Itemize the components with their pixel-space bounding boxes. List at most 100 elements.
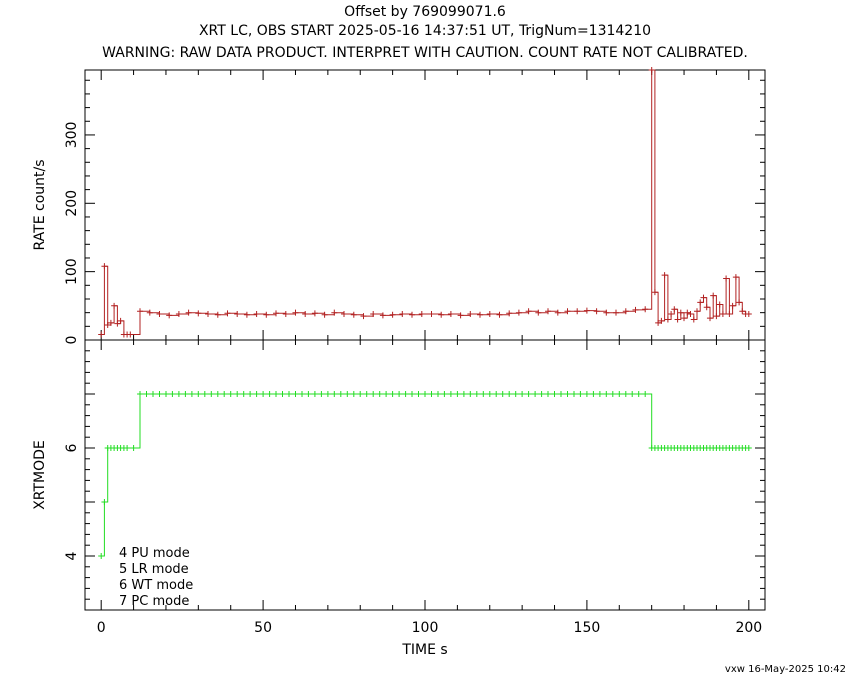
data-point-marker <box>137 391 144 397</box>
data-point-marker <box>658 317 665 324</box>
data-point-marker <box>415 391 422 397</box>
data-point-marker <box>150 391 156 397</box>
data-point-marker <box>253 311 260 318</box>
data-point-marker <box>736 299 743 306</box>
data-point-marker <box>409 391 416 397</box>
data-point-marker <box>286 391 292 397</box>
data-point-marker <box>357 391 364 397</box>
data-point-marker <box>671 306 678 313</box>
data-point-marker <box>447 391 454 397</box>
data-point-marker <box>253 391 260 397</box>
data-point-marker <box>687 311 694 318</box>
data-point-marker <box>739 308 746 315</box>
data-point-marker <box>175 391 182 397</box>
data-point-marker <box>467 311 474 318</box>
data-point-marker <box>564 391 571 397</box>
data-point-marker <box>609 391 616 397</box>
data-point-marker <box>713 313 720 320</box>
data-point-marker <box>143 391 150 397</box>
data-point-marker <box>745 311 752 318</box>
data-point-marker <box>305 391 312 397</box>
data-point-marker <box>224 310 231 317</box>
data-point-marker <box>593 308 600 315</box>
data-point-marker <box>279 391 286 397</box>
data-point-marker <box>195 391 202 397</box>
data-point-marker <box>558 391 564 397</box>
data-point-marker <box>477 311 484 318</box>
data-point-marker <box>282 311 289 318</box>
data-point-marker <box>363 391 370 397</box>
y-tick-label: 6 <box>64 443 80 452</box>
footer-timestamp: vxw 16-May-2025 10:42 <box>724 664 846 675</box>
x-tick-label: 0 <box>97 620 106 636</box>
data-point-marker <box>344 391 351 397</box>
data-point-marker <box>428 311 435 318</box>
data-point-marker <box>690 316 697 323</box>
data-point-marker <box>318 391 325 397</box>
data-point-marker <box>214 311 221 318</box>
data-point-marker <box>710 292 717 299</box>
data-point-marker <box>205 311 212 318</box>
data-point-marker <box>603 309 610 316</box>
data-point-marker <box>603 391 610 397</box>
data-point-marker <box>260 391 267 397</box>
data-point-marker <box>146 309 153 316</box>
data-point-marker <box>726 311 733 318</box>
data-point-marker <box>402 391 409 397</box>
data-point-marker <box>240 391 247 397</box>
data-point-marker <box>166 312 173 319</box>
data-point-marker <box>214 391 221 397</box>
legend-entry: 5 LR mode <box>119 562 189 577</box>
data-point-marker <box>247 391 254 397</box>
data-point-marker <box>156 311 163 318</box>
x-tick-label: 100 <box>412 620 439 636</box>
data-point-marker <box>732 274 739 281</box>
data-point-marker <box>564 308 571 315</box>
data-point-marker <box>389 311 396 318</box>
legend-entry: 4 PU mode <box>119 546 190 561</box>
data-point-marker <box>703 304 710 311</box>
data-point-marker <box>311 310 318 317</box>
data-point-marker <box>480 391 487 397</box>
x-tick-label: 50 <box>254 620 272 636</box>
data-point-marker <box>447 311 454 318</box>
data-point-marker <box>590 391 597 397</box>
data-point-marker <box>337 391 344 397</box>
chart-title: Offset by 769099071.6 <box>344 4 506 20</box>
data-point-marker <box>473 391 480 397</box>
data-point-marker <box>370 391 377 397</box>
data-point-marker <box>535 309 542 316</box>
data-point-marker <box>434 391 441 397</box>
data-point-marker <box>182 391 189 397</box>
data-point-marker <box>162 391 169 397</box>
data-point-marker <box>227 391 234 397</box>
data-point-marker <box>467 391 474 397</box>
data-point-marker <box>642 306 649 313</box>
legend-entry: 6 WT mode <box>119 578 193 593</box>
data-point-marker <box>716 301 723 308</box>
data-point-marker <box>664 316 671 323</box>
data-point-marker <box>438 311 445 318</box>
data-point-marker <box>331 391 338 397</box>
data-point-marker <box>418 311 425 318</box>
data-point-marker <box>324 391 331 397</box>
chart-warning: WARNING: RAW DATA PRODUCT. INTERPRET WIT… <box>102 45 748 61</box>
data-point-marker <box>273 310 280 317</box>
data-point-marker <box>622 391 629 397</box>
data-point-marker <box>577 391 584 397</box>
y-tick-label: 300 <box>64 122 80 149</box>
data-point-marker <box>694 308 700 315</box>
data-point-marker <box>201 391 208 397</box>
data-point-marker <box>428 391 435 397</box>
data-point-marker <box>114 320 121 327</box>
data-point-marker <box>700 294 707 301</box>
data-point-marker <box>370 311 377 318</box>
data-point-marker <box>512 391 519 397</box>
data-point-marker <box>574 308 581 315</box>
data-point-marker <box>629 391 636 397</box>
data-point-marker <box>396 391 403 397</box>
data-point-marker <box>399 311 406 318</box>
data-point-marker <box>360 313 367 320</box>
data-point-marker <box>101 263 108 270</box>
data-point-marker <box>525 391 532 397</box>
